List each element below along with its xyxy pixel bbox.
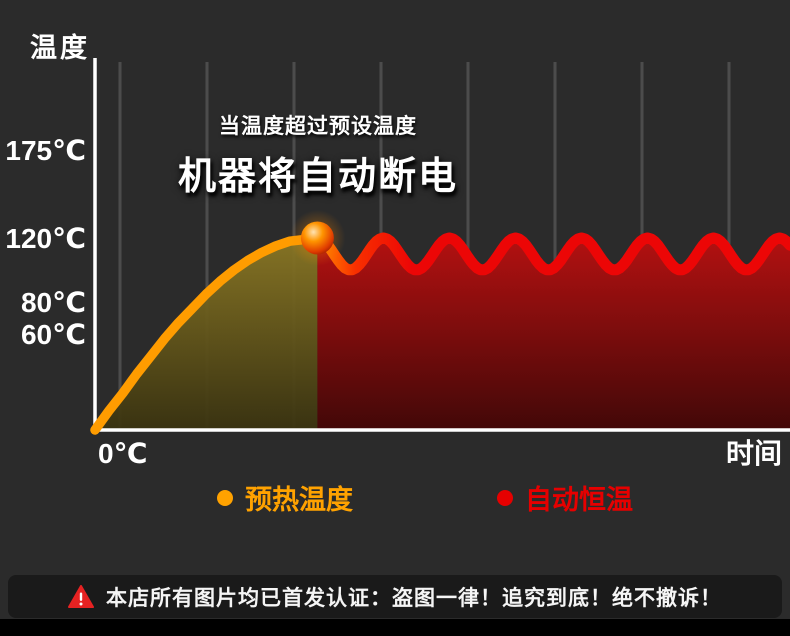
bottom-black-strip: [0, 619, 790, 636]
annotation-line-1: 当温度超过预设温度: [218, 115, 417, 138]
preheat-curve: [90, 233, 323, 435]
x-axis-title: 时间: [726, 438, 782, 469]
y-axis-tick-labels: 175℃ 120℃ 80℃60℃: [5, 135, 86, 350]
y-axis-title: 温度: [30, 33, 90, 63]
legend-item-constant: 自动恒温: [497, 478, 633, 517]
warning-triangle-icon: [68, 584, 94, 608]
y-tick-label: 175℃: [5, 135, 86, 166]
y-tick-label: 120℃: [5, 223, 86, 254]
orange-dot-icon: [217, 489, 233, 506]
temperature-chart: 175℃ 120℃ 80℃60℃ 0℃ 时间: [5, 58, 790, 469]
chart-legend: 预热温度 自动恒温: [0, 478, 790, 517]
legend-label-constant: 自动恒温: [525, 485, 633, 515]
legend-item-preheat: 预热温度: [217, 478, 353, 517]
peak-ball: [300, 221, 334, 255]
warning-text: 本店所有图片均已首发认证：盗图一律！追究到底！绝不撤诉！: [106, 586, 722, 610]
legend-label-preheat: 预热温度: [245, 485, 353, 515]
preheat-area: [95, 238, 318, 430]
origin-label: 0℃: [98, 438, 147, 469]
cutoff-annotation: 当温度超过预设温度 机器将自动断电: [178, 110, 458, 200]
y-tick-label: 60℃: [21, 319, 86, 350]
constant-area: [317, 238, 790, 430]
red-dot-icon: [497, 489, 513, 506]
y-tick-label: 80℃: [21, 287, 86, 318]
annotation-line-2: 机器将自动断电: [177, 156, 459, 198]
anti-theft-warning-bar: 本店所有图片均已首发认证：盗图一律！追究到底！绝不撤诉！: [8, 575, 782, 618]
constant-temp-curve: [311, 232, 790, 276]
